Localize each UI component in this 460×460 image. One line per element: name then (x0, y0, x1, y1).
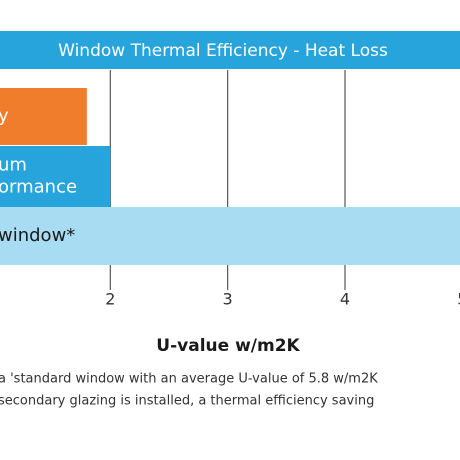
x-tick-label: 3 (223, 290, 233, 309)
bar-label: um (0, 155, 27, 176)
title-bar (0, 31, 460, 69)
bar (0, 146, 111, 207)
bar-label: y (0, 106, 9, 127)
x-tick-label: 4 (340, 290, 350, 309)
x-tick-label: 2 (105, 290, 115, 309)
x-axis-label: U-value w/m2K (156, 336, 300, 356)
chart-title: Window Thermal Efficiency - Heat Loss (58, 41, 388, 61)
bar (0, 88, 87, 145)
x-tick-label: 5 (457, 290, 460, 309)
bar-label: ormance (0, 177, 77, 198)
footnote-line: a 'standard window with an average U-val… (0, 372, 378, 387)
bar (0, 207, 460, 265)
footnote-line: secondary glazing is installed, a therma… (0, 394, 374, 409)
bar-label: window* (0, 225, 75, 246)
